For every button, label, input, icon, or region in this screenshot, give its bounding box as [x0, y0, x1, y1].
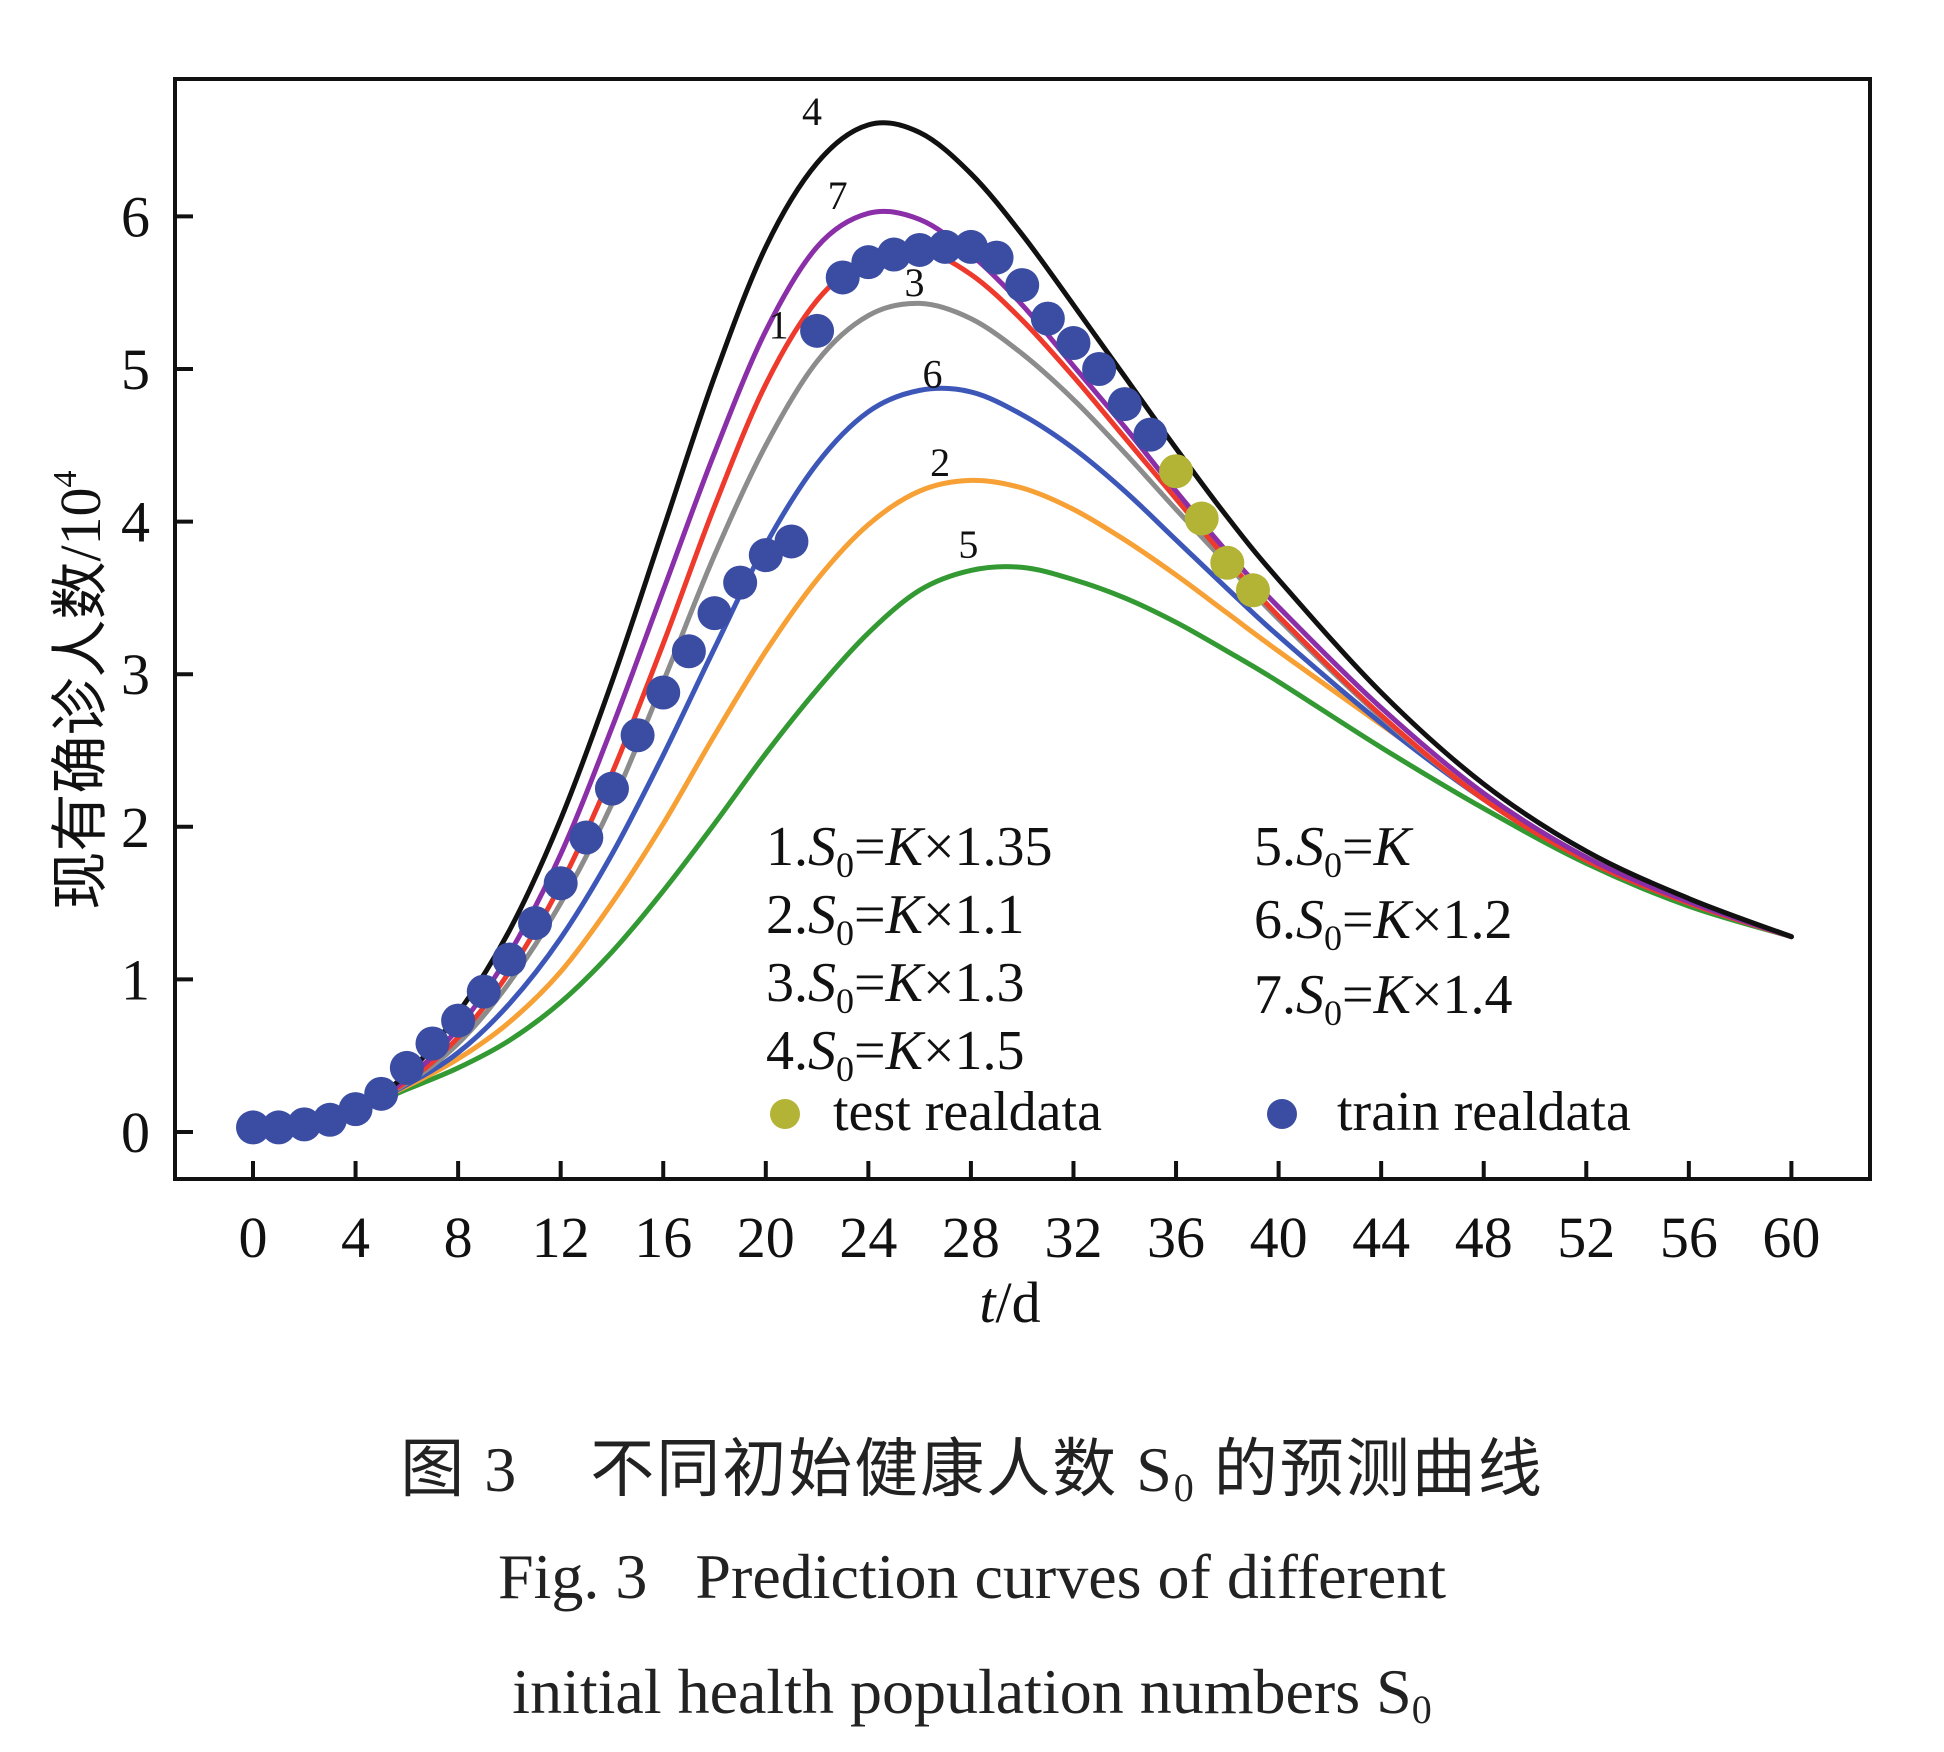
curve-label-3: 3 [905, 260, 925, 305]
train-point [389, 1050, 424, 1085]
train-point [466, 974, 501, 1009]
train-point [697, 596, 732, 631]
x-tick-label: 44 [1352, 1205, 1410, 1270]
legend-test-label: test realdata [833, 1081, 1102, 1143]
train-point [902, 232, 937, 267]
train-point [415, 1026, 450, 1061]
train-point [261, 1110, 296, 1145]
caption-cn-suffix: 的预测曲线 [1195, 1434, 1544, 1505]
legend-test-marker [770, 1099, 800, 1129]
train-point [748, 538, 783, 573]
train-point [671, 634, 706, 669]
x-tick-label: 40 [1250, 1205, 1308, 1270]
series-line-5 [250, 564, 1794, 1130]
test-point [1184, 501, 1219, 536]
y-tick-label: 4 [121, 490, 150, 555]
test-point [1159, 454, 1194, 489]
train-point [1005, 268, 1040, 303]
legend-train-label: train realdata [1337, 1081, 1631, 1143]
train-point [338, 1092, 373, 1127]
series-line-4 [250, 120, 1794, 1130]
legend-entry-5: 5.S0=K [1254, 816, 1414, 885]
x-tick-label: 60 [1762, 1205, 1820, 1270]
y-axis-title: 现有确诊人数/104 [47, 470, 113, 909]
x-tick-label: 8 [444, 1205, 473, 1270]
y-tick-label: 1 [121, 947, 150, 1012]
train-point [1107, 387, 1142, 422]
legend-entry-7: 7.S0=K×1.4 [1254, 964, 1513, 1033]
legend-entry-1: 1.S0=K×1.35 [766, 816, 1053, 885]
train-point [441, 1003, 476, 1038]
x-tick-label: 20 [737, 1205, 795, 1270]
train-point [723, 565, 758, 600]
x-tick-label: 12 [532, 1205, 590, 1270]
x-tick-label: 36 [1147, 1205, 1205, 1270]
train-point [287, 1107, 322, 1142]
y-tick-label: 2 [121, 795, 150, 860]
train-point [312, 1102, 347, 1137]
train-point [518, 905, 553, 940]
figure-caption-en-line2: initial health population numbers S0 [0, 1655, 1944, 1733]
train-point [1030, 301, 1065, 336]
train-point [620, 718, 655, 753]
x-tick-label: 0 [239, 1205, 268, 1270]
legend-entry-4: 4.S0=K×1.5 [766, 1020, 1025, 1089]
y-tick-label: 0 [121, 1100, 150, 1165]
train-point [825, 260, 860, 295]
x-tick-label: 52 [1557, 1205, 1615, 1270]
curve-label-5: 5 [958, 522, 978, 567]
figure-caption-en-line1: Fig. 3 Prediction curves of different [498, 1541, 1446, 1612]
train-point [569, 820, 604, 855]
curve-label-2: 2 [930, 440, 950, 485]
train-point [851, 245, 886, 280]
legend-train-marker [1267, 1099, 1297, 1129]
y-tick-label: 5 [121, 337, 150, 402]
plot-border [173, 77, 1872, 1181]
train-point [646, 675, 681, 710]
train-point [364, 1076, 399, 1111]
x-tick-label: 48 [1455, 1205, 1513, 1270]
x-tick-label: 24 [839, 1205, 897, 1270]
curve-label-6: 6 [922, 351, 942, 396]
test-point [1210, 545, 1245, 580]
curve-label-1: 1 [769, 302, 789, 347]
train-point [979, 240, 1014, 275]
x-tick-label: 32 [1044, 1205, 1102, 1270]
train-point [492, 942, 527, 977]
train-point [774, 524, 809, 559]
train-point [953, 229, 988, 264]
train-point [800, 313, 835, 348]
caption-en-text: initial health population numbers S [512, 1656, 1412, 1727]
x-tick-label: 56 [1660, 1205, 1718, 1270]
train-point [928, 229, 963, 264]
x-tick-label: 16 [634, 1205, 692, 1270]
test-point [1235, 573, 1270, 608]
curve-label-4: 4 [802, 89, 822, 134]
train-point [594, 771, 629, 806]
series-line-7 [250, 208, 1794, 1130]
train-point [877, 237, 911, 272]
caption-cn-text: 不同初始健康人数 S [590, 1434, 1174, 1505]
train-point [1056, 326, 1091, 361]
curve-label-7: 7 [828, 173, 848, 218]
figure-caption-cn: 图 3 不同初始健康人数 S0 的预测曲线 [0, 1418, 1944, 1511]
caption-cn-sub: 0 [1173, 1465, 1196, 1510]
x-tick-label: 28 [942, 1205, 1000, 1270]
y-tick-label: 3 [121, 642, 150, 707]
x-tick-label: 4 [341, 1205, 370, 1270]
train-point [1133, 417, 1168, 452]
caption-cn-prefix: 图 3 [400, 1434, 519, 1505]
legend-entry-3: 3.S0=K×1.3 [766, 952, 1025, 1021]
caption-en-sub: 0 [1411, 1687, 1432, 1732]
x-axis-title: t/d [979, 1270, 1040, 1335]
legend-entry-6: 6.S0=K×1.2 [1254, 889, 1513, 958]
train-point [1082, 352, 1117, 386]
train-point [236, 1110, 270, 1145]
legend-entry-2: 2.S0=K×1.1 [766, 884, 1025, 953]
train-point [543, 866, 578, 901]
y-tick-label: 6 [121, 184, 150, 249]
